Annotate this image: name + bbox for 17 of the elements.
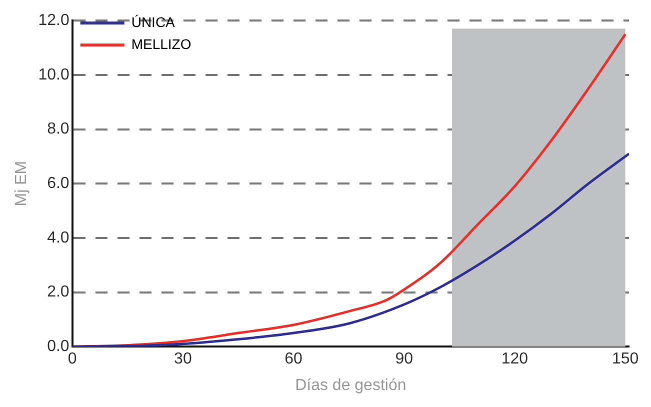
x-tick-label: 120 — [501, 350, 528, 368]
x-axis-title: Días de gestión — [295, 376, 406, 394]
y-tick-label: 10.0 — [38, 66, 70, 84]
y-tick-label: 4.0 — [47, 229, 70, 246]
x-tick-label: 30 — [174, 350, 192, 368]
x-tick-label: 90 — [395, 350, 414, 368]
x-tick-label: 60 — [284, 350, 303, 368]
y-axis-title: Mj EM — [13, 160, 30, 206]
y-tick-label: 2.0 — [47, 284, 70, 301]
y-tick-label: 8.0 — [47, 120, 70, 138]
y-tick-label: 12.0 — [38, 12, 70, 30]
legend-label: MELLIZO — [131, 36, 192, 52]
legend-label: ÚNICA — [131, 14, 176, 30]
x-tick-label: 150 — [612, 350, 639, 368]
y-tick-label: 6.0 — [47, 175, 70, 192]
x-tick-label: 0 — [68, 350, 77, 368]
y-tick-label: 0.0 — [47, 338, 70, 356]
